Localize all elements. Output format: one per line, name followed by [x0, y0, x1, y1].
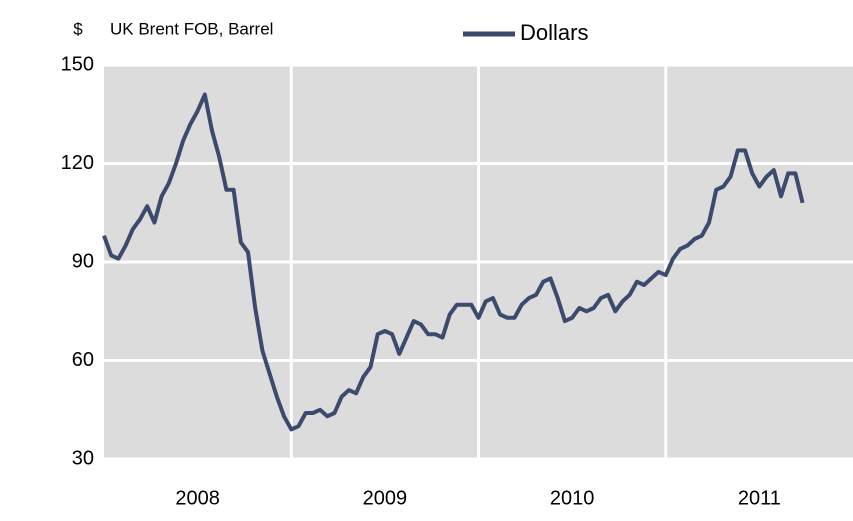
- y-tick-label: 60: [72, 349, 94, 371]
- y-axis-label: $: [73, 19, 83, 38]
- chart-title: UK Brent FOB, Barrel: [110, 19, 273, 38]
- y-tick-label: 150: [61, 53, 94, 75]
- x-tick-label: 2010: [550, 487, 595, 509]
- x-tick-label: 2011: [738, 487, 781, 509]
- legend-label: Dollars: [520, 20, 588, 45]
- y-tick-label: 120: [61, 152, 94, 174]
- y-tick-label: 30: [72, 447, 94, 469]
- x-tick-label: 2008: [175, 487, 220, 509]
- data-line: [102, 92, 805, 432]
- x-tick-label: 2009: [363, 487, 408, 509]
- y-tick-label: 90: [72, 250, 94, 272]
